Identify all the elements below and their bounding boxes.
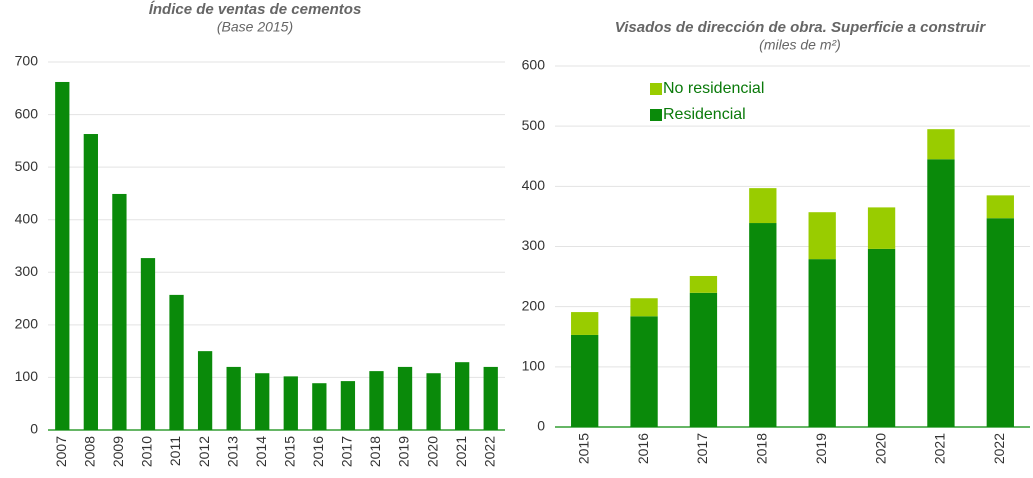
y-tick-label: 500 [15, 158, 39, 174]
y-tick-label: 100 [522, 358, 546, 374]
y-tick-label: 700 [15, 53, 39, 69]
x-tick-label: 2022 [991, 433, 1007, 464]
y-tick-label: 500 [522, 117, 546, 133]
y-tick-label: 400 [522, 177, 546, 193]
chart-subtitle: (miles de m²) [759, 37, 841, 53]
y-tick-label: 400 [15, 210, 39, 226]
x-tick-label: 2016 [310, 436, 326, 467]
y-tick-label: 200 [15, 316, 39, 332]
x-tick-label: 2007 [53, 436, 69, 467]
x-tick-label: 2019 [813, 433, 829, 464]
x-tick-label: 2022 [481, 436, 497, 467]
bar [169, 294, 184, 430]
x-tick-label: 2018 [367, 436, 383, 467]
bar-segment [749, 188, 777, 224]
bar-segment [927, 159, 955, 427]
x-tick-label: 2019 [396, 436, 412, 467]
chart-subtitle: (Base 2015) [217, 19, 293, 35]
bar [455, 362, 470, 430]
bar [426, 373, 441, 430]
x-tick-label: 2020 [872, 433, 888, 464]
bar [483, 366, 498, 430]
bar-segment [571, 312, 599, 335]
x-tick-label: 2010 [139, 436, 155, 467]
y-tick-label: 300 [15, 263, 39, 279]
legend-label: Residencial [663, 106, 746, 123]
bar-segment [630, 316, 658, 427]
legend-swatch [650, 83, 662, 95]
bar [140, 258, 156, 430]
bar [255, 373, 270, 430]
x-tick-label: 2008 [82, 436, 98, 467]
bar-segment [867, 207, 896, 249]
bar [312, 383, 327, 430]
y-tick-label: 300 [522, 237, 546, 253]
x-tick-label: 2021 [453, 436, 469, 467]
legend-swatch [650, 109, 662, 121]
x-tick-label: 2012 [196, 436, 212, 467]
bar [340, 381, 356, 430]
bar-segment [630, 298, 658, 317]
x-tick-label: 2009 [110, 436, 126, 467]
legend-label: No residencial [663, 80, 764, 97]
bar [397, 366, 413, 430]
x-tick-label: 2016 [635, 433, 651, 464]
bar [283, 376, 298, 430]
y-tick-label: 600 [522, 57, 546, 73]
bar [55, 81, 70, 430]
bar-segment [986, 195, 1014, 219]
chart-title: Índice de ventas de cementos [149, 1, 362, 18]
x-tick-label: 2017 [339, 436, 355, 467]
bar [112, 193, 127, 430]
bar [83, 134, 98, 430]
y-tick-label: 0 [30, 421, 38, 437]
bar-segment [749, 223, 777, 427]
bar-segment [689, 275, 718, 293]
bar-segment [808, 259, 836, 427]
bar [369, 371, 384, 430]
bar-segment [867, 248, 896, 427]
x-tick-label: 2017 [694, 433, 710, 464]
y-tick-label: 600 [15, 105, 39, 121]
y-tick-label: 100 [15, 368, 39, 384]
bar [197, 351, 213, 430]
bar-segment [986, 218, 1014, 427]
x-tick-label: 2021 [932, 433, 948, 464]
y-tick-label: 0 [537, 418, 545, 434]
bar-segment [808, 212, 836, 260]
chart-title: Visados de dirección de obra. Superficie… [615, 19, 987, 36]
bar-segment [689, 292, 718, 427]
bar-segment [571, 334, 599, 427]
x-tick-label: 2013 [224, 436, 240, 467]
y-tick-label: 200 [522, 297, 546, 313]
x-tick-label: 2015 [575, 433, 591, 464]
x-tick-label: 2020 [424, 436, 440, 467]
x-tick-label: 2015 [281, 436, 297, 467]
bar [226, 366, 241, 430]
x-tick-label: 2018 [754, 433, 770, 464]
bar-segment [927, 129, 955, 160]
x-tick-label: 2011 [167, 436, 183, 466]
x-tick-label: 2014 [253, 436, 269, 467]
